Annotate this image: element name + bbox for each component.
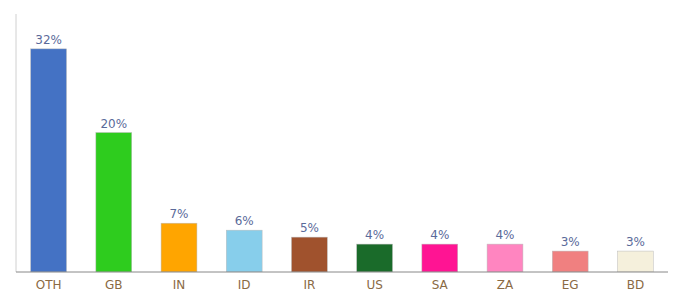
bar [357, 244, 393, 272]
x-tick-label: IN [173, 278, 186, 292]
x-tick-label: IR [303, 278, 315, 292]
bars [31, 49, 654, 272]
data-label: 32% [35, 33, 62, 47]
bar [96, 133, 132, 272]
data-label: 4% [495, 228, 514, 242]
y-axis-line [16, 14, 17, 272]
data-label: 4% [365, 228, 384, 242]
x-tick-label: SA [432, 278, 449, 292]
data-label: 3% [626, 235, 645, 249]
x-tick-label: GB [105, 278, 123, 292]
data-label: 7% [169, 207, 188, 221]
data-label: 6% [235, 214, 254, 228]
data-label: 20% [100, 117, 127, 131]
bar [226, 230, 262, 272]
data-label: 4% [430, 228, 449, 242]
x-tick-label: ZA [497, 278, 514, 292]
data-labels: 32% 20% 7% 6% 5% 4% 4% 4% 3% 3% [35, 33, 645, 249]
chart-svg: 32% 20% 7% 6% 5% 4% 4% 4% 3% 3% OTH GB IN ID IR US SA ZA E… [0, 0, 680, 300]
x-tick-label: ID [238, 278, 251, 292]
bar [422, 244, 458, 272]
bar [617, 251, 653, 272]
bar [161, 223, 197, 272]
chart-container: 32% 20% 7% 6% 5% 4% 4% 4% 3% 3% OTH GB IN ID IR US SA ZA E… [0, 0, 680, 300]
bar [487, 244, 523, 272]
x-tick-labels: OTH GB IN ID IR US SA ZA EG BD [36, 278, 644, 292]
x-tick-label: US [366, 278, 382, 292]
x-axis-line [16, 272, 668, 273]
bar [31, 49, 67, 272]
x-tick-label: EG [562, 278, 579, 292]
x-tick-label: OTH [36, 278, 62, 292]
data-label: 3% [561, 235, 580, 249]
bar [291, 237, 327, 272]
data-label: 5% [300, 221, 319, 235]
bar [552, 251, 588, 272]
x-tick-label: BD [627, 278, 644, 292]
